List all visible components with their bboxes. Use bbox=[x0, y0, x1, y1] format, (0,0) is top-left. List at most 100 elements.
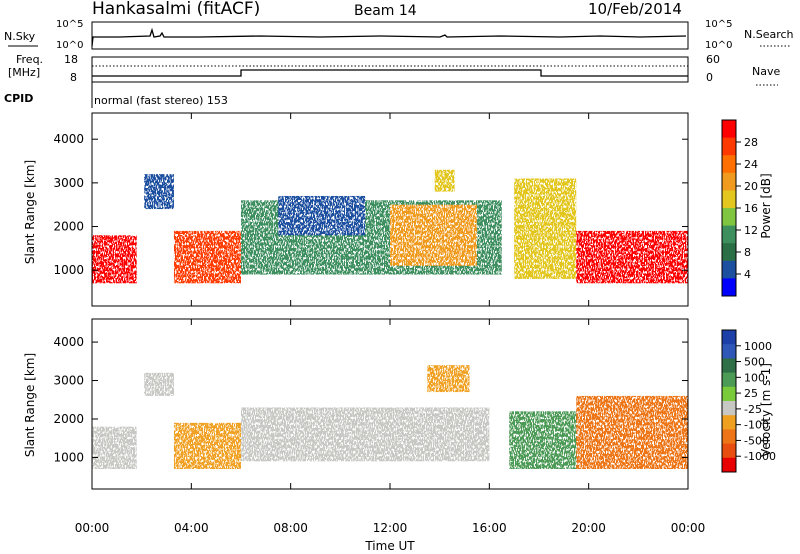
colorbar-swatch bbox=[722, 429, 736, 445]
power-y-ticks: 4000 3000 2000 1000 bbox=[53, 132, 688, 277]
y-tick-label: 1000 bbox=[53, 263, 84, 277]
velocity-colorbar: 1000 500 100 25 -25 -100 -500 -1000 bbox=[721, 329, 776, 473]
x-tick-label: 00:00 bbox=[75, 521, 110, 535]
colorbar-swatch bbox=[722, 137, 736, 156]
colorbar-swatch bbox=[722, 260, 736, 279]
y-tick-label: 2000 bbox=[53, 220, 84, 234]
power-region-8 bbox=[576, 230, 688, 284]
colorbar-swatch bbox=[722, 172, 736, 191]
colorbar-swatch bbox=[722, 243, 736, 262]
y-tick-label: 4000 bbox=[53, 335, 84, 349]
velocity-ylabel: Slant Range [km] bbox=[23, 353, 37, 457]
colorbar-swatch bbox=[722, 155, 736, 174]
count-tick-top-left: 10^5 bbox=[56, 19, 83, 30]
velocity-panel: 4000 3000 2000 1000 Slant Range [km] bbox=[23, 318, 689, 490]
x-tick-label: 00:00 bbox=[671, 521, 706, 535]
y-tick-label: 3000 bbox=[53, 176, 84, 190]
velocity-region-6 bbox=[576, 395, 688, 469]
colorbar-tick-label: -25 bbox=[744, 403, 762, 416]
colorbar-swatch bbox=[722, 278, 736, 297]
data-regions-1 bbox=[92, 365, 688, 469]
colorbar-swatch bbox=[722, 358, 736, 374]
power-ylabel: Slant Range [km] bbox=[23, 160, 37, 264]
count-tick-bottom-right: 10^0 bbox=[705, 40, 732, 51]
power-region-4 bbox=[278, 195, 366, 236]
cpid-label: CPID bbox=[4, 92, 33, 105]
colorbar-swatch bbox=[722, 120, 736, 139]
colorbar-tick-label: 8 bbox=[744, 246, 751, 259]
nave-tick-top: 60 bbox=[706, 53, 720, 66]
power-data-layer bbox=[92, 169, 688, 284]
y-tick-label: 4000 bbox=[53, 132, 84, 146]
freq-tick-bottom: 8 bbox=[70, 71, 77, 84]
velocity-y-ticks: 4000 3000 2000 1000 bbox=[53, 335, 688, 464]
colorbar-swatch bbox=[722, 225, 736, 244]
count-strip-frame bbox=[91, 21, 689, 50]
nave-label: Nave bbox=[752, 65, 780, 78]
power-region-6 bbox=[434, 169, 455, 192]
colorbar-tick-label: -100 bbox=[744, 419, 769, 432]
velocity-region-4 bbox=[427, 365, 470, 393]
colorbar-swatch bbox=[722, 344, 736, 359]
velocity-region-5 bbox=[509, 411, 589, 469]
count-strip-trace bbox=[91, 27, 687, 47]
colorbar-tick-label: 500 bbox=[744, 356, 765, 369]
colorbar-tick-label: 28 bbox=[744, 136, 758, 149]
power-region-0 bbox=[92, 235, 137, 284]
colorbar-swatch bbox=[722, 415, 736, 430]
colorbar-swatch bbox=[722, 190, 736, 209]
power-region-1 bbox=[144, 174, 174, 210]
power-region-5 bbox=[390, 204, 477, 266]
colorbar-swatch bbox=[722, 401, 736, 416]
colorbar-swatch bbox=[722, 372, 736, 388]
cpid-value: normal (fast stereo) 153 bbox=[94, 94, 228, 107]
colorbar-tick-label: -1000 bbox=[744, 450, 776, 463]
velocity-region-1 bbox=[144, 372, 174, 396]
velocity-data-layer bbox=[92, 365, 688, 469]
x-axis-label: Time UT bbox=[364, 539, 415, 553]
colorbar-tick-label: 12 bbox=[744, 224, 758, 237]
velocity-region-3 bbox=[241, 407, 490, 462]
velocity-region-2 bbox=[173, 422, 241, 469]
count-tick-bottom-left: 10^0 bbox=[56, 40, 83, 51]
x-tick-label: 08:00 bbox=[273, 521, 308, 535]
colorbar-tick-label: 100 bbox=[744, 371, 765, 384]
date-title: 10/Feb/2014 bbox=[588, 0, 682, 18]
x-tick-label: 12:00 bbox=[373, 521, 408, 535]
velocity-region-0 bbox=[92, 426, 137, 469]
colorbar-swatch bbox=[722, 443, 736, 459]
power-panel: 4000 3000 2000 1000 Slant Range [km] bbox=[23, 112, 689, 307]
velocity-scale-label: Velocity [m s-1] bbox=[759, 363, 773, 457]
colorbar-tick-label: 16 bbox=[744, 202, 758, 215]
y-tick-label: 2000 bbox=[53, 412, 84, 426]
freq-label-2: [MHz] bbox=[8, 66, 40, 79]
freq-label-1: Freq. bbox=[16, 53, 43, 66]
colorbar-tick-label: 1000 bbox=[744, 340, 772, 353]
nsearch-label: N.Search bbox=[744, 28, 794, 41]
data-regions-0 bbox=[92, 169, 688, 284]
power-region-2 bbox=[173, 230, 241, 284]
x-tick-label: 20:00 bbox=[571, 521, 606, 535]
colorbar-tick-label: 24 bbox=[744, 158, 758, 171]
freq-trace bbox=[92, 69, 688, 77]
colorbar-swatch bbox=[722, 457, 736, 473]
freq-strip-frame bbox=[91, 56, 689, 83]
colorbar-tick-label: 4 bbox=[744, 268, 751, 281]
count-tick-top-right: 10^5 bbox=[705, 19, 732, 30]
colorbar-swatch bbox=[722, 330, 736, 345]
power-scale-label: Power [dB] bbox=[759, 173, 773, 238]
nave-tick-bottom: 0 bbox=[706, 71, 713, 84]
power-colorbar: 28 24 20 16 12 8 4 bbox=[721, 119, 758, 297]
power-region-7 bbox=[514, 178, 577, 279]
colorbar-tick-label: -500 bbox=[744, 434, 769, 447]
colorbar-frame bbox=[721, 329, 737, 473]
station-title: Hankasalmi (fitACF) bbox=[92, 0, 260, 19]
y-tick-label: 1000 bbox=[53, 450, 84, 464]
colorbar-tick-label: 25 bbox=[744, 387, 758, 400]
colorbar-swatch bbox=[722, 386, 736, 402]
colorbar-swatch bbox=[722, 208, 736, 227]
x-tick-label: 04:00 bbox=[174, 521, 209, 535]
nsky-label: N.Sky bbox=[4, 30, 36, 43]
colorbar-tick-label: 20 bbox=[744, 180, 758, 193]
freq-tick-top: 18 bbox=[64, 53, 78, 66]
